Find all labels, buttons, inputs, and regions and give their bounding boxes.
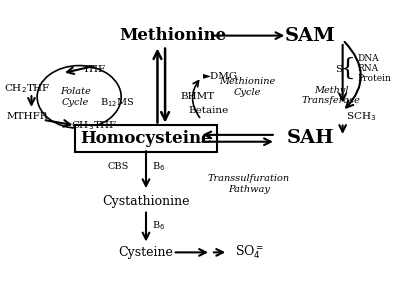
Text: Betaine: Betaine	[188, 106, 228, 115]
Text: Cysteine: Cysteine	[118, 246, 174, 259]
Text: SCH$_3$: SCH$_3$	[346, 111, 377, 123]
Text: CH$_3$THF: CH$_3$THF	[71, 119, 118, 132]
Text: B$_6$: B$_6$	[152, 219, 165, 232]
Text: SAH: SAH	[286, 129, 334, 147]
Text: RNA: RNA	[358, 64, 379, 73]
Text: Methionine: Methionine	[119, 27, 226, 44]
Text: THF: THF	[83, 65, 106, 74]
Text: Protein: Protein	[358, 74, 392, 83]
Text: B$_6$: B$_6$	[152, 160, 165, 173]
Text: BHMT: BHMT	[180, 92, 215, 101]
Text: Cystathionine: Cystathionine	[102, 195, 190, 208]
Text: Methyl
Transferase: Methyl Transferase	[302, 86, 361, 105]
Text: Transsulfuration
Pathway: Transsulfuration Pathway	[208, 174, 290, 194]
Text: Homocysteine: Homocysteine	[80, 130, 212, 147]
Text: CBS: CBS	[108, 162, 129, 171]
Text: SO$_4^=$: SO$_4^=$	[234, 244, 264, 261]
Text: Methionine
Cycle: Methionine Cycle	[219, 77, 275, 97]
Text: S: S	[336, 65, 343, 74]
Text: DNA: DNA	[358, 54, 380, 63]
Text: SAM: SAM	[285, 26, 336, 45]
Text: B$_{12}$MS: B$_{12}$MS	[100, 96, 134, 109]
Text: MTHFR: MTHFR	[7, 112, 48, 122]
Text: CH$_2$THF: CH$_2$THF	[4, 82, 51, 95]
Text: Folate
Cycle: Folate Cycle	[60, 87, 91, 107]
Text: {: {	[340, 57, 356, 80]
Text: ►DMG: ►DMG	[203, 73, 238, 82]
